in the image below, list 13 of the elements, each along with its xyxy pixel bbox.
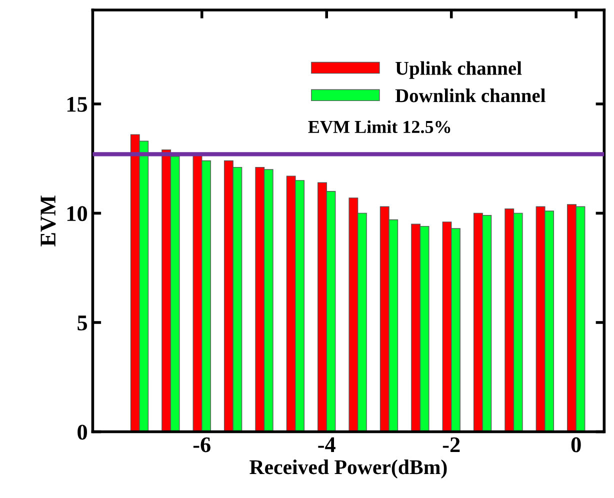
- x-tick-label: -6: [193, 437, 210, 452]
- x-axis-title: Received Power(dBm): [250, 460, 447, 478]
- y-tick-label: 5: [78, 316, 88, 330]
- legend-label: Downlink channel: [395, 88, 546, 102]
- y-tick-label: 0: [78, 424, 88, 440]
- y-tick-label: 15: [67, 96, 88, 112]
- y-axis-title: EVM: [40, 196, 56, 246]
- x-tick-label: -4: [318, 437, 336, 452]
- ref-line-label: EVM Limit 12.5%: [308, 120, 450, 134]
- legend-label: Uplink channel: [396, 61, 522, 79]
- x-tick-label: -2: [442, 437, 460, 452]
- x-tick-label: 0: [571, 437, 581, 452]
- y-tick-label: 10: [67, 206, 88, 222]
